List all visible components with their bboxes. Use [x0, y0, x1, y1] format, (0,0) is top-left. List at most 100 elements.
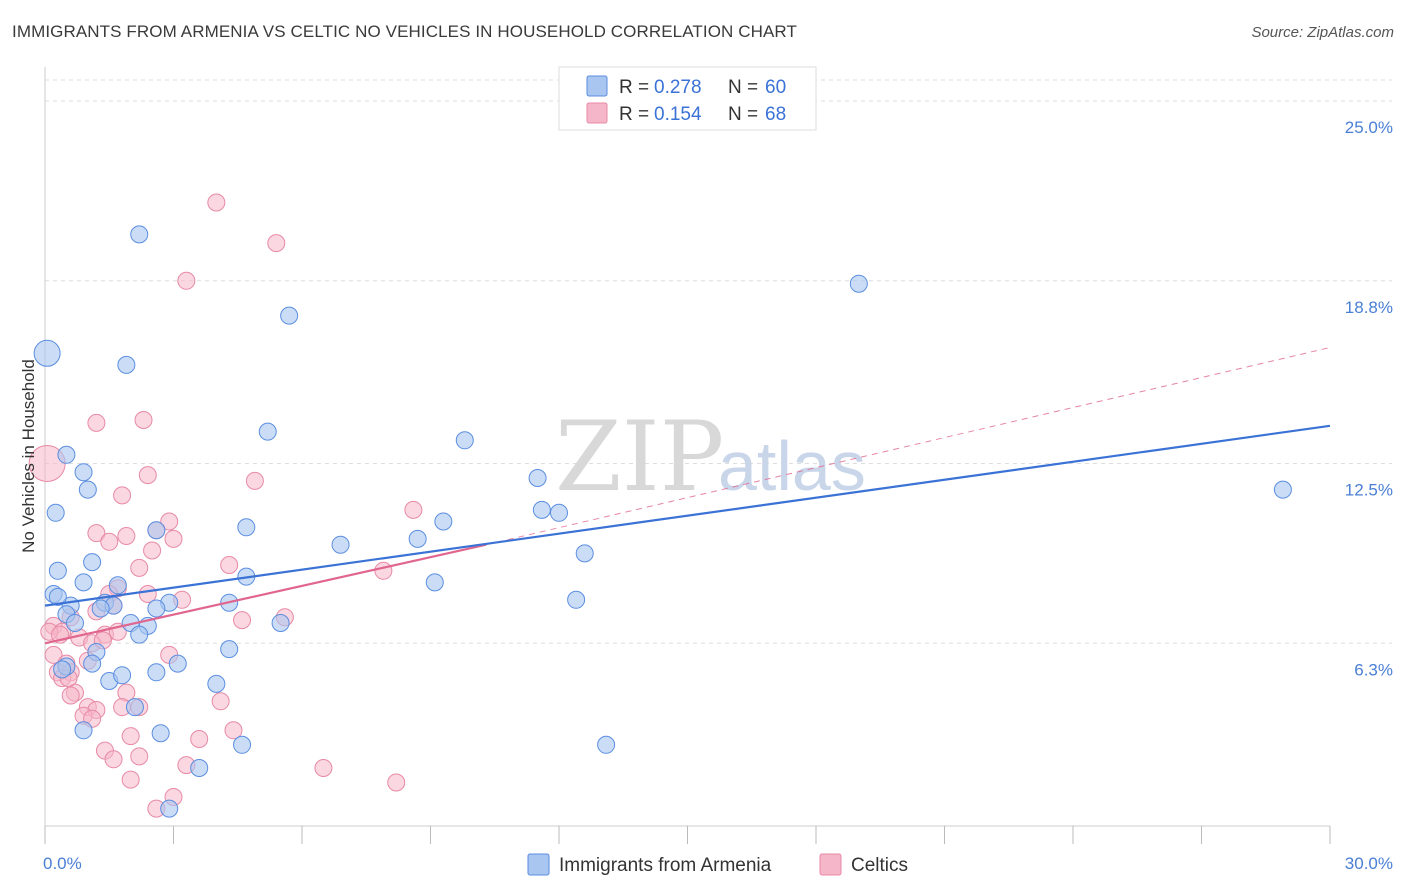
watermark-zip: ZIP [555, 401, 724, 513]
armenia-point [48, 561, 67, 580]
armenia-point [455, 431, 474, 450]
armenia-point [408, 529, 427, 548]
armenia-point [130, 225, 149, 244]
watermark-atlas: atlas [718, 427, 866, 505]
bottom-legend-swatch-armenia [527, 853, 550, 876]
bottom-legend-swatch-celtics [819, 853, 842, 876]
bottom-legend-label-armenia: Immigrants from Armenia [559, 855, 772, 876]
celtics-point [164, 529, 183, 548]
armenia-point [147, 663, 166, 682]
legend-n-value-blue: 60 [765, 77, 786, 98]
armenia-point [331, 535, 350, 554]
armenia-point [113, 666, 132, 685]
y-tick-label: 12.5% [1345, 481, 1393, 500]
y-axis-label: No Vehicles in Household [19, 359, 38, 553]
celtics-point [113, 486, 132, 505]
celtics-point [121, 770, 140, 789]
celtics-point [130, 558, 149, 577]
celtics-point [177, 271, 196, 290]
legend-n-value-pink: 68 [765, 104, 786, 125]
armenia-point [207, 674, 226, 693]
celtics-trend-line [44, 543, 487, 645]
y-tick-label: 18.8% [1345, 298, 1393, 317]
x-tick-label: 30.0% [1345, 854, 1393, 873]
armenia-point [83, 553, 102, 572]
armenia-point [53, 660, 72, 679]
celtics-point [130, 747, 149, 766]
watermark: ZIP atlas [555, 401, 866, 513]
y-tick-label: 6.3% [1354, 660, 1393, 679]
armenia-point [91, 599, 110, 618]
legend-r-value-blue: 0.278 [654, 77, 702, 98]
celtics-point [138, 466, 157, 485]
celtics-point [245, 471, 264, 490]
armenia-point [74, 573, 93, 592]
armenia-point [190, 759, 209, 777]
celtics-point [190, 730, 209, 748]
celtics-point [44, 645, 63, 664]
armenia-point [151, 724, 170, 743]
celtics-point [387, 773, 406, 792]
legend-r-label-blue: R = [619, 77, 649, 98]
celtics-point [104, 750, 123, 769]
armenia-point [528, 469, 547, 487]
armenia-point [125, 698, 144, 717]
celtics-point [100, 532, 119, 551]
armenia-point [1273, 480, 1292, 499]
celtics-point [211, 692, 230, 711]
bottom-legend: Immigrants from Armenia Celtics [527, 853, 908, 876]
armenia-point [78, 480, 97, 499]
celtics-point [267, 234, 286, 253]
armenia-point [220, 640, 239, 659]
legend-n-label-pink: N = [728, 104, 758, 125]
legend-n-label-blue: N = [728, 77, 758, 98]
armenia-point [575, 544, 594, 563]
armenia-point [168, 654, 187, 673]
armenia-point [532, 500, 551, 519]
armenia-point [280, 306, 299, 325]
celtics-point [207, 193, 226, 212]
bottom-legend-label-celtics: Celtics [851, 855, 908, 876]
x-tick-label: 0.0% [43, 854, 82, 873]
armenia-point [849, 274, 868, 293]
armenia-point [130, 625, 149, 644]
legend-r-value-pink: 0.154 [654, 104, 702, 125]
legend-swatch-blue [586, 75, 608, 97]
celtics-point [134, 411, 153, 429]
chart-title: IMMIGRANTS FROM ARMENIA VS CELTIC NO VEH… [12, 22, 797, 41]
armenia-point [233, 735, 252, 754]
celtics-point [61, 686, 80, 705]
armenia-point [597, 735, 616, 754]
armenia-point [108, 576, 127, 595]
armenia-point [65, 614, 84, 632]
celtics-point [404, 500, 423, 519]
armenia-point [117, 355, 136, 374]
legend-r-label-pink: R = [619, 104, 649, 125]
armenia-point [434, 512, 453, 531]
armenia-point [74, 463, 93, 482]
celtics-point [117, 527, 136, 545]
armenia-point [258, 422, 277, 441]
celtics-point [121, 727, 140, 746]
celtics-point [374, 561, 393, 580]
gridlines [45, 79, 1392, 644]
armenia-point [147, 599, 166, 618]
celtics-point [224, 721, 243, 740]
armenia-point [48, 587, 67, 606]
armenia-point [147, 521, 166, 540]
celtics-point [233, 611, 252, 630]
armenia-point [425, 573, 444, 592]
armenia-point [237, 518, 256, 537]
top-legend: R = 0.278 N = 60 R = 0.154 N = 68 [558, 66, 817, 131]
armenia-points [33, 225, 1292, 818]
armenia-point [271, 614, 290, 632]
tick-labels: 6.3% 12.5% 18.8% 25.0% 0.0% 30.0% [43, 118, 1393, 873]
armenia-point [83, 654, 102, 673]
celtics-point [87, 413, 106, 432]
celtics-point [87, 524, 106, 543]
celtics-point [143, 541, 162, 560]
armenia-point [160, 799, 179, 818]
armenia-point [46, 503, 65, 522]
celtics-point [160, 512, 179, 531]
